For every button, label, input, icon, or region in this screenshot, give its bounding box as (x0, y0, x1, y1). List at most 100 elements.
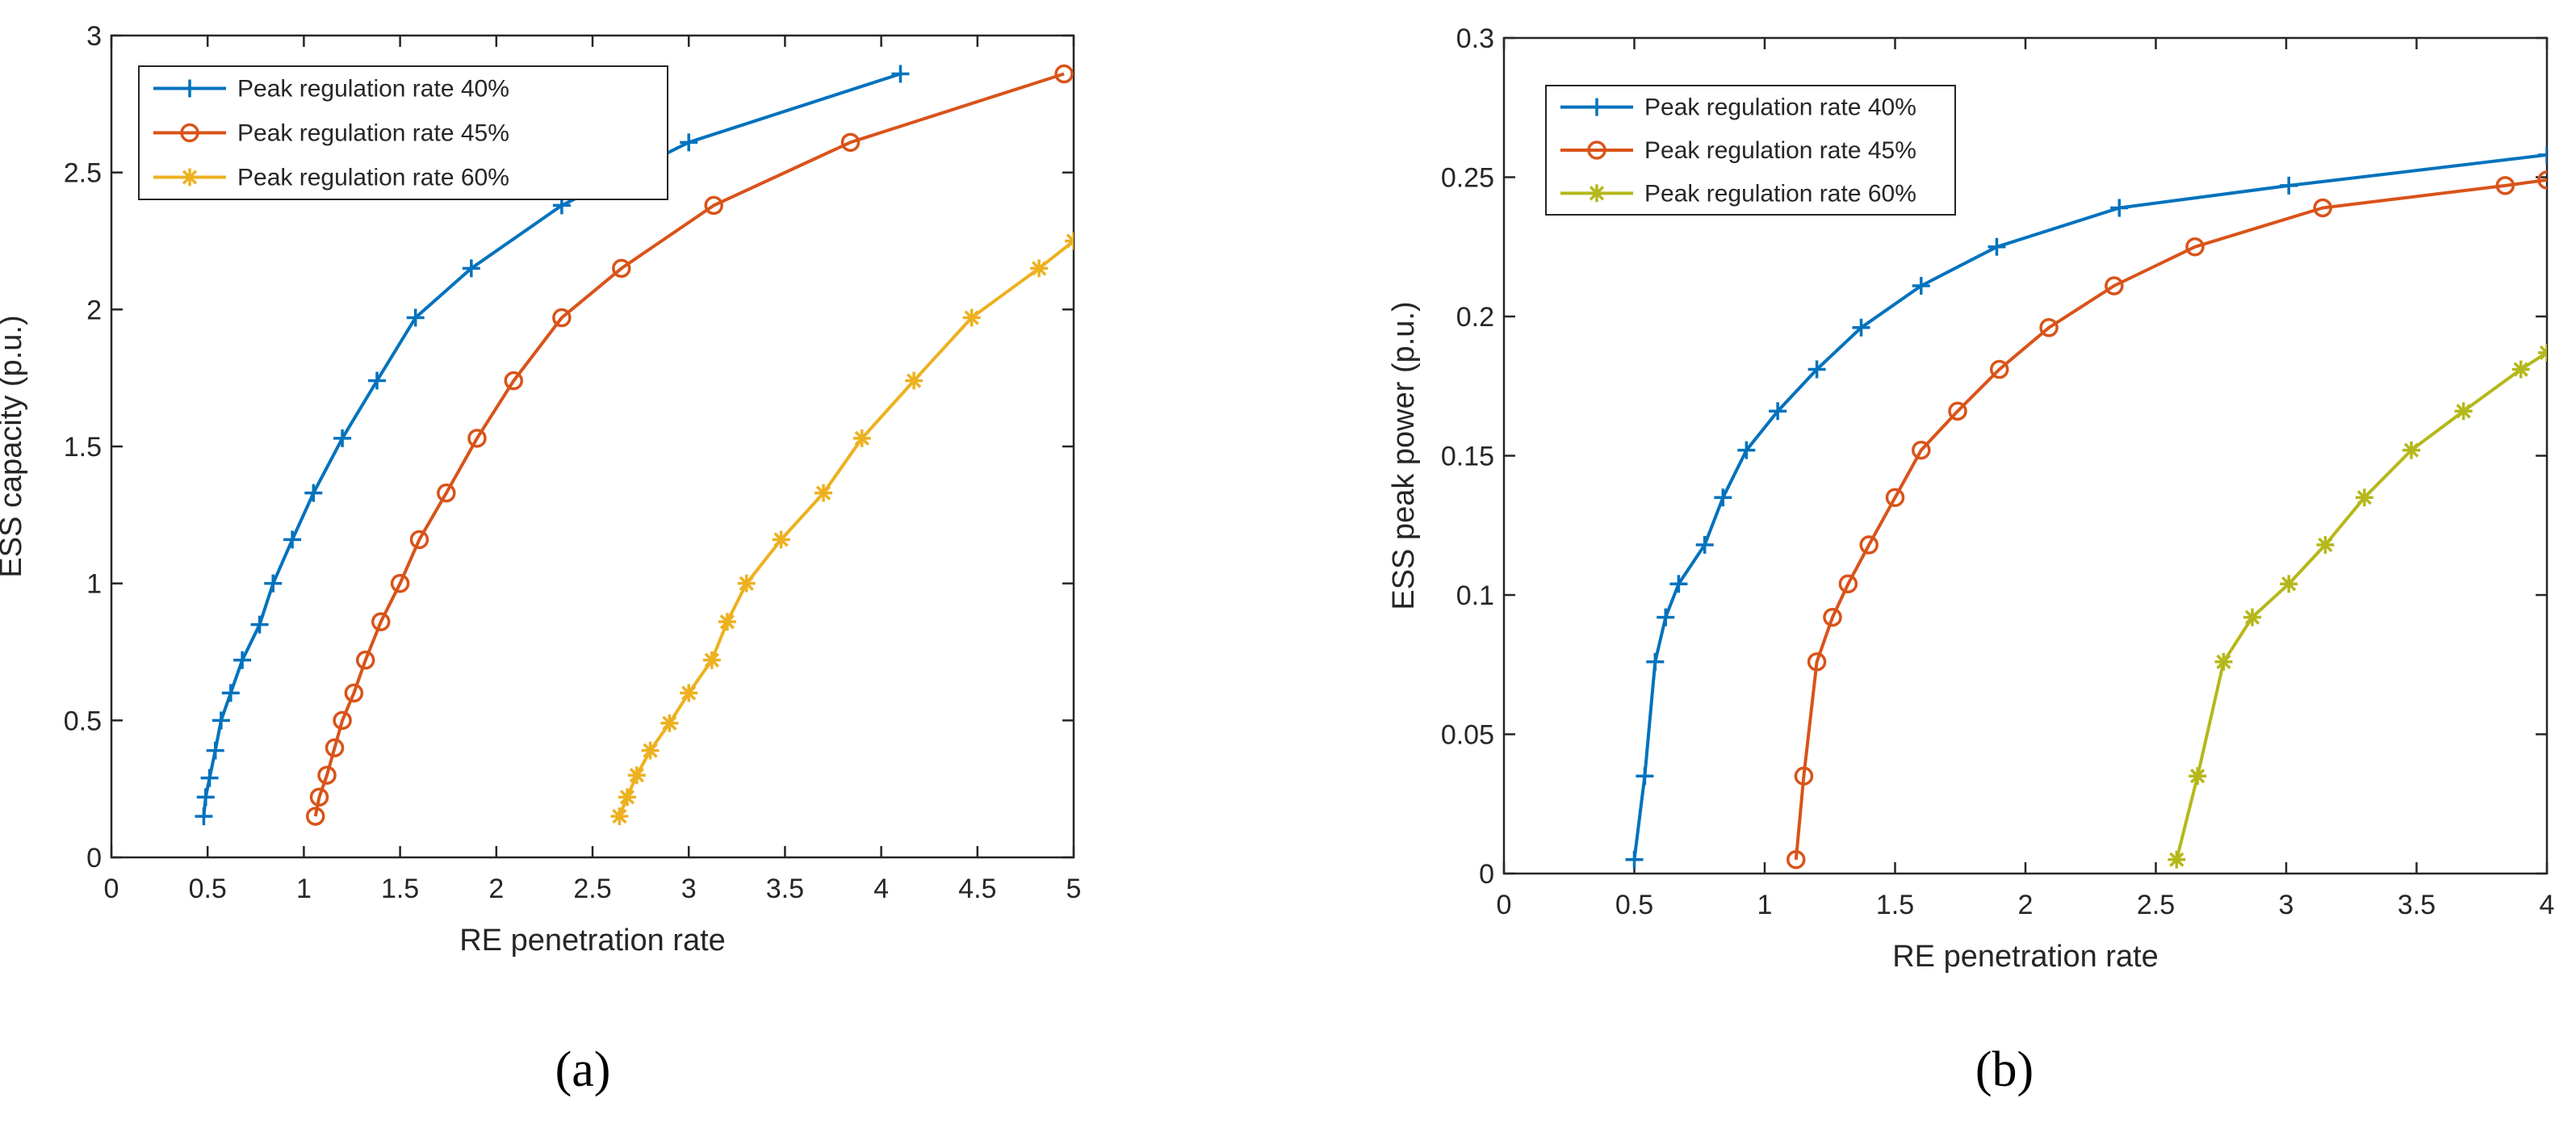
data-point (1646, 652, 1665, 671)
data-point (2495, 176, 2515, 195)
x-tick-label: 1 (1757, 890, 1773, 920)
data-point (406, 308, 425, 327)
y-tick-label: 0.25 (1441, 163, 1494, 194)
data-point (1885, 488, 1905, 507)
data-point (2511, 360, 2530, 379)
x-tick-label: 2.5 (2137, 890, 2175, 920)
data-point (641, 741, 660, 760)
data-point (2243, 608, 2262, 626)
data-point (264, 574, 283, 593)
data-point (627, 766, 646, 785)
data-point (371, 612, 391, 631)
data-point (702, 651, 721, 669)
data-point (355, 650, 375, 670)
data-point (200, 769, 219, 787)
data-point (2537, 170, 2547, 190)
data-point (2214, 652, 2233, 671)
x-axis-label: RE penetration rate (459, 924, 726, 957)
x-tick-label: 0.5 (189, 874, 227, 904)
data-point (772, 530, 790, 549)
data-point (1030, 259, 1049, 278)
data-point (1669, 575, 1688, 593)
data-point (250, 615, 269, 634)
legend-box (138, 65, 668, 200)
x-tick-label: 1.5 (1876, 890, 1914, 920)
x-tick-label: 5 (1066, 874, 1082, 904)
data-point (325, 738, 345, 758)
data-point (233, 651, 252, 669)
data-point (2039, 318, 2059, 337)
x-tick-label: 4.5 (958, 874, 996, 904)
data-point (962, 308, 981, 327)
x-tick-label: 0.5 (1615, 890, 1653, 920)
data-point (212, 711, 230, 730)
y-tick-label: 1.5 (64, 432, 102, 463)
data-point (196, 788, 215, 807)
y-tick-label: 3 (86, 21, 102, 52)
data-point (1695, 535, 1714, 554)
data-point (1807, 652, 1827, 672)
data-point (2538, 343, 2547, 362)
data-point (305, 807, 325, 826)
data-point (1859, 535, 1879, 555)
x-tick-label: 2 (2018, 890, 2034, 920)
legend-label: Peak regulation rate 60% (237, 165, 509, 191)
data-point (1054, 64, 1074, 84)
data-point (462, 259, 480, 278)
data-point (1657, 608, 1675, 626)
y-axis-label: ESS peak power (p.u.) (1387, 301, 1421, 610)
data-point (1852, 318, 1870, 337)
x-tick-label: 0 (1497, 890, 1512, 920)
y-tick-label: 2.5 (64, 158, 102, 189)
y-tick-label: 0 (1479, 859, 1494, 890)
data-point (1636, 767, 1654, 786)
x-tick-label: 1.5 (381, 874, 419, 904)
x-tick-label: 2 (488, 874, 504, 904)
data-point (552, 308, 572, 328)
x-tick-label: 3 (681, 874, 697, 904)
data-point (1987, 237, 2006, 256)
legend-label: Peak regulation rate 45% (1644, 137, 1916, 164)
x-axis-label: RE penetration rate (1892, 940, 2159, 974)
y-axis-label: ESS capacity (p.u.) (0, 315, 28, 577)
data-point (2280, 176, 2298, 195)
legend-label: Peak regulation rate 40% (237, 76, 509, 103)
series-group (195, 64, 1074, 826)
data-point (1807, 360, 1826, 379)
y-tick-label: 1 (86, 569, 102, 600)
data-point (1769, 402, 1787, 421)
series-line-3 (618, 239, 1074, 817)
data-point (2402, 441, 2421, 459)
chart-panel-b: RE penetration rate ESS peak power (p.u.… (1387, 23, 2554, 1097)
panel-label: (a) (555, 1042, 611, 1097)
data-point (1912, 277, 1930, 295)
x-tick-label: 4 (873, 874, 889, 904)
data-point (1948, 401, 1967, 421)
legend-marker (181, 79, 199, 98)
y-tick-label: 0 (86, 843, 102, 874)
legend-marker (180, 123, 199, 143)
data-point (891, 65, 910, 83)
panel-label: (b) (1975, 1042, 2034, 1097)
data-point (737, 574, 756, 593)
data-point (2454, 402, 2473, 421)
data-point (344, 683, 364, 703)
y-tick-label: 0.3 (1456, 23, 1494, 54)
data-point (2538, 145, 2547, 164)
x-tick-label: 3 (2279, 890, 2294, 920)
y-tick-label: 0.05 (1441, 720, 1494, 751)
data-point (2189, 767, 2207, 786)
data-point (2316, 535, 2335, 554)
legend-label: Peak regulation rate 40% (1644, 94, 1916, 121)
data-point (660, 714, 679, 732)
data-point (2280, 575, 2298, 593)
data-point (309, 787, 329, 807)
legend: Peak regulation rate 40% Peak regulation … (1545, 85, 1956, 216)
data-point (467, 429, 487, 448)
data-point (409, 530, 429, 550)
x-tick-label: 3.5 (2398, 890, 2436, 920)
series-group (1625, 145, 2547, 869)
data-point (2168, 850, 2186, 869)
data-point (610, 807, 629, 826)
